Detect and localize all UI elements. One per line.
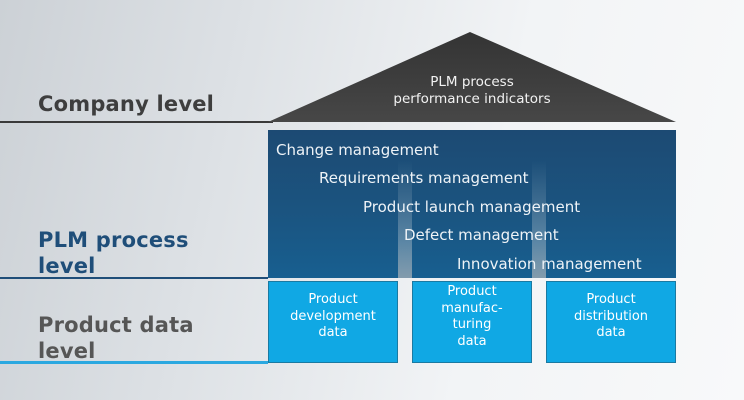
roof-triangle: PLM process performance indicators bbox=[268, 32, 676, 122]
data-box-line: Product bbox=[586, 292, 636, 307]
process-item-product-launch-management: Product launch management bbox=[363, 197, 581, 216]
pillar-right bbox=[532, 160, 546, 278]
process-item-change-management: Change management bbox=[276, 141, 439, 159]
pillar-left bbox=[398, 160, 412, 278]
process-list: Change management Requirements managemen… bbox=[268, 130, 676, 278]
data-box-line: data bbox=[318, 325, 348, 340]
data-box-line: Product bbox=[308, 292, 358, 307]
plm-process-box: Change management Requirements managemen… bbox=[268, 130, 676, 278]
data-box-line: development bbox=[290, 308, 376, 324]
plm-process-level-label: PLM process level bbox=[38, 228, 189, 278]
company-level-rule bbox=[0, 121, 273, 123]
product-data-level-rule bbox=[0, 361, 268, 364]
data-box-line: Product bbox=[447, 284, 497, 299]
product-data-level-label: Product data level bbox=[38, 313, 194, 363]
data-box-line: manufac- bbox=[441, 300, 503, 316]
data-box-line: distribution bbox=[573, 308, 649, 324]
data-box-line: data bbox=[457, 333, 487, 349]
data-box-line: turing bbox=[452, 317, 492, 332]
data-boxes-row: Product development data Product manufac… bbox=[268, 281, 676, 363]
data-box-product-distribution: Product distribution data bbox=[546, 281, 676, 363]
roof-title-line2: performance indicators bbox=[393, 90, 551, 107]
company-level-label: Company level bbox=[38, 92, 215, 116]
process-item-defect-management: Defect management bbox=[404, 226, 559, 245]
data-box-product-manufacturing: Product manufac- turing data bbox=[412, 281, 532, 363]
plm-process-level-rule bbox=[0, 277, 268, 279]
roof-title-line1: PLM process bbox=[430, 74, 514, 90]
roof-title: PLM process performance indicators bbox=[268, 74, 676, 107]
data-box-line: data bbox=[596, 325, 626, 340]
process-item-requirements-management: Requirements management bbox=[319, 169, 529, 188]
process-item-innovation-management: Innovation management bbox=[457, 254, 642, 273]
data-box-product-development: Product development data bbox=[268, 281, 398, 363]
